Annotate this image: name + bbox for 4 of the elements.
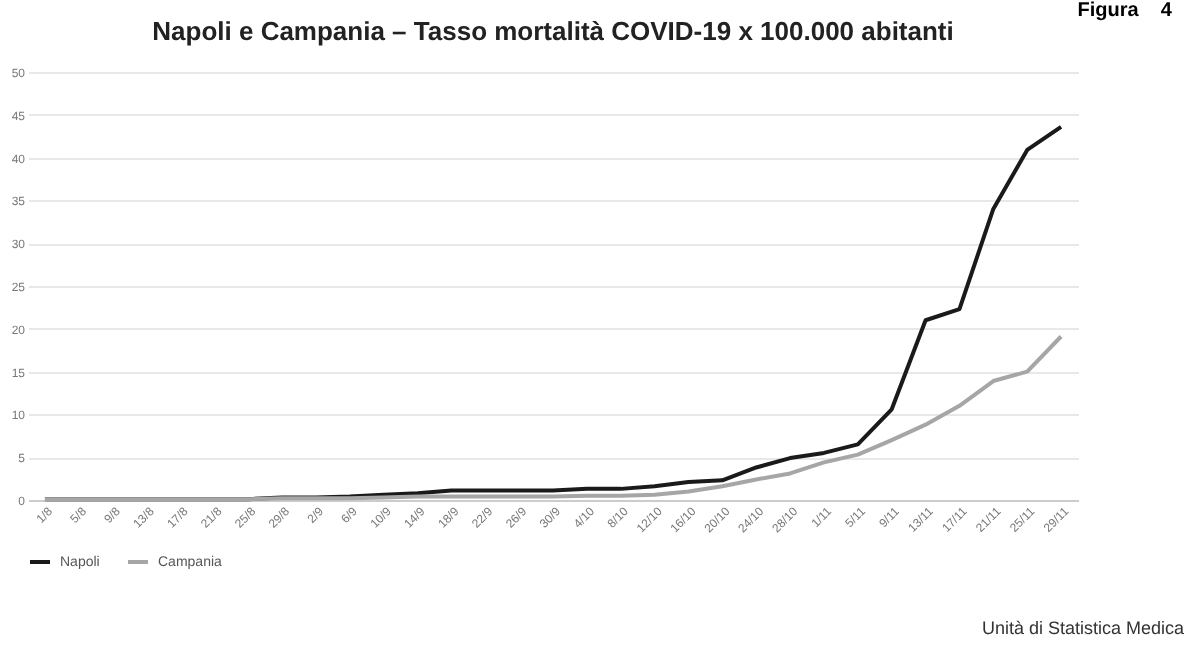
text: Figura 4 [1077, 0, 1172, 22]
text: Unità di Statistica Medica [981, 618, 1184, 638]
chart-title: Napoli e Campania – Tasso mortalità COVID-19 x 100.000 abitanti [152, 16, 954, 46]
line-series [42, 334, 1064, 502]
